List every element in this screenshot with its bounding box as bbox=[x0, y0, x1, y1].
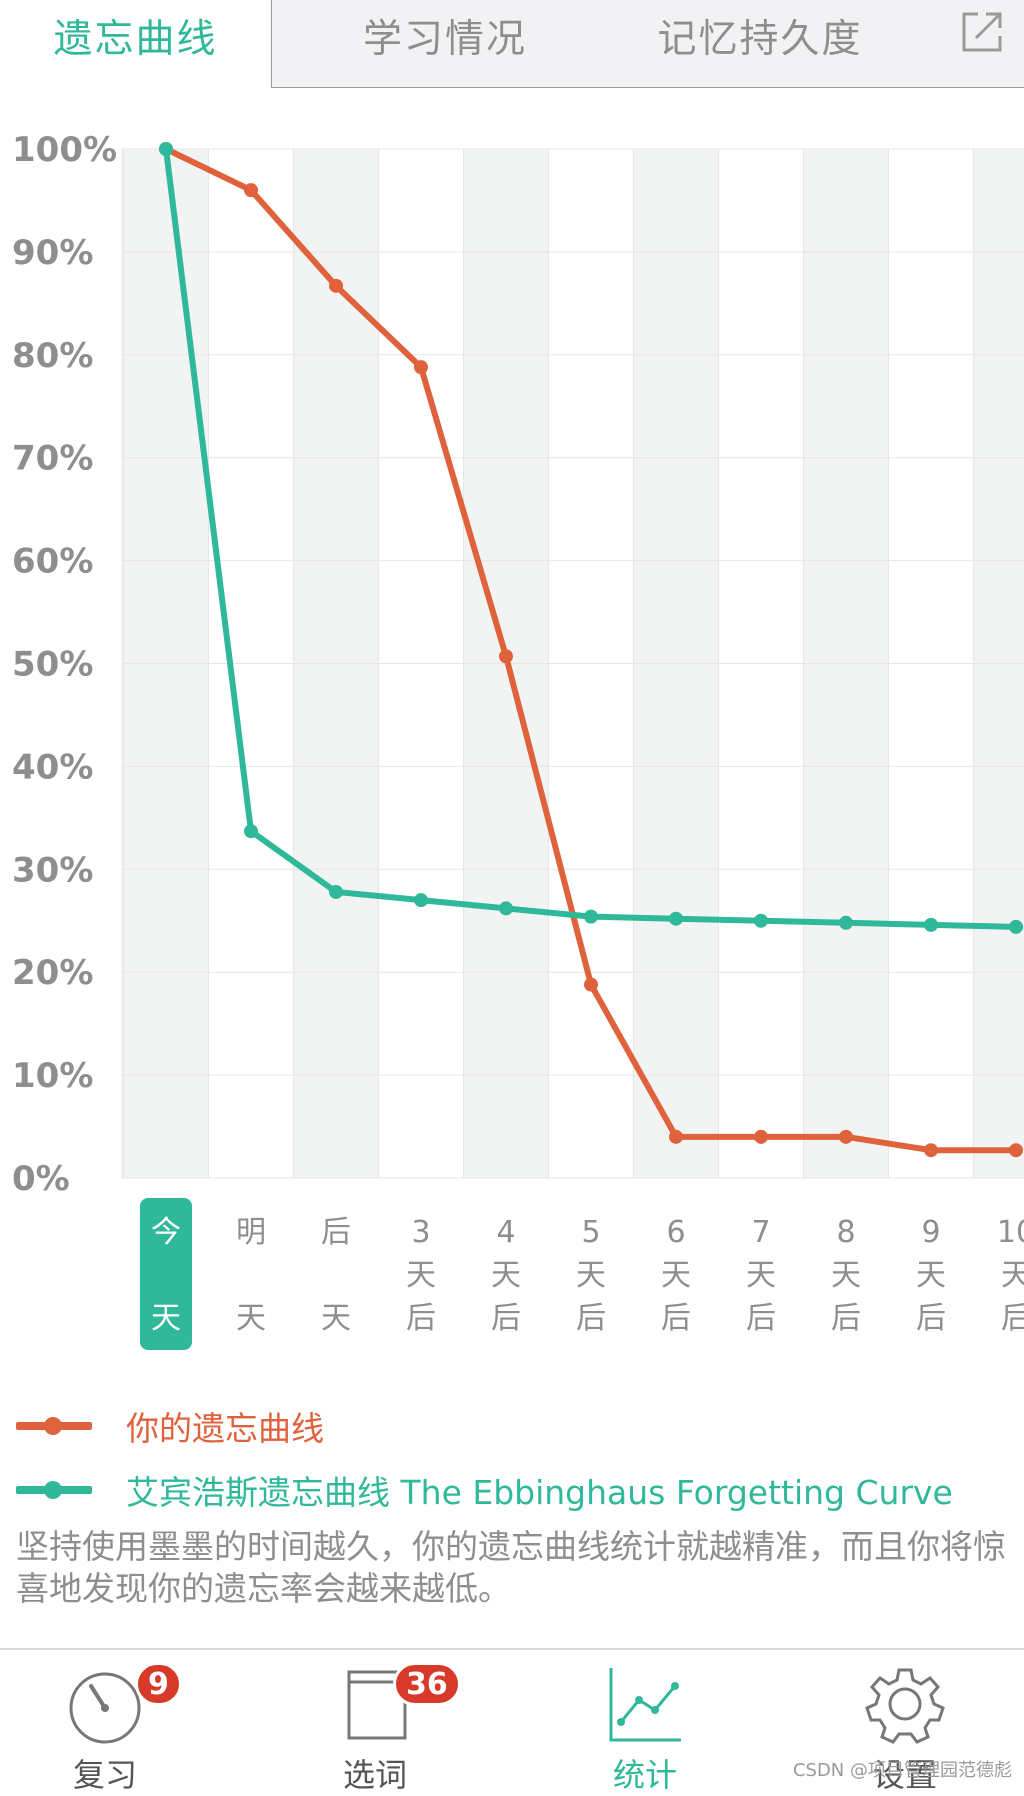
nav-label: 选词 bbox=[275, 1750, 475, 1796]
data-point bbox=[754, 1130, 768, 1144]
review-count-badge: 9 bbox=[135, 1662, 182, 1706]
y-tick-label: 60% bbox=[12, 542, 93, 582]
data-point bbox=[159, 142, 173, 156]
words-count-badge: 36 bbox=[393, 1662, 461, 1706]
data-point bbox=[414, 893, 428, 907]
data-point bbox=[414, 360, 428, 374]
forgetting-curve-chart: 0%10%20%30%40%50%60%70%80%90%100%今天明天后天3… bbox=[0, 110, 1024, 1370]
nav-select-words[interactable]: 36 选词 bbox=[275, 1650, 475, 1792]
gear-icon bbox=[865, 1664, 945, 1744]
data-point bbox=[499, 649, 513, 663]
legend-label: 艾宾浩斯遗忘曲线 The Ebbinghaus Forgetting Curve bbox=[126, 1466, 953, 1514]
x-tick-label: 10天后 bbox=[997, 1215, 1024, 1336]
data-point bbox=[244, 183, 258, 197]
data-point bbox=[499, 901, 513, 915]
y-tick-label: 10% bbox=[12, 1056, 93, 1096]
watermark: CSDN @项目管理园范德彪 bbox=[793, 1756, 1012, 1782]
data-point bbox=[669, 912, 683, 926]
data-point bbox=[754, 914, 768, 928]
tab-study-status[interactable]: 学习情况 bbox=[300, 0, 590, 88]
chart-icon bbox=[605, 1664, 685, 1744]
nav-statistics[interactable]: 统计 bbox=[545, 1650, 745, 1792]
tab-memory-durability[interactable]: 记忆持久度 bbox=[610, 0, 910, 88]
data-point bbox=[839, 916, 853, 930]
tab-forgetting-curve[interactable]: 遗忘曲线 bbox=[0, 0, 271, 88]
data-point bbox=[669, 1130, 683, 1144]
legend-ebbinghaus-curve: 艾宾浩斯遗忘曲线 The Ebbinghaus Forgetting Curve bbox=[16, 1465, 953, 1515]
y-tick-label: 80% bbox=[12, 336, 93, 376]
data-point bbox=[1009, 1143, 1023, 1157]
legend-your-curve: 你的遗忘曲线 bbox=[16, 1401, 324, 1451]
data-point bbox=[584, 978, 598, 992]
nav-label: 复习 bbox=[5, 1750, 205, 1796]
data-point bbox=[1009, 920, 1023, 934]
share-icon[interactable] bbox=[958, 8, 1006, 56]
y-tick-label: 40% bbox=[12, 747, 93, 787]
data-point bbox=[839, 1130, 853, 1144]
nav-label: 统计 bbox=[545, 1750, 745, 1796]
data-point bbox=[584, 910, 598, 924]
tab-bar: 遗忘曲线 学习情况 记忆持久度 bbox=[0, 0, 1024, 90]
legend-label: 你的遗忘曲线 bbox=[126, 1402, 324, 1450]
x-tick-label: 明天 bbox=[236, 1215, 266, 1336]
data-point bbox=[329, 885, 343, 899]
y-tick-label: 50% bbox=[12, 645, 93, 685]
green-line-marker bbox=[16, 1486, 92, 1494]
y-tick-label: 70% bbox=[12, 439, 93, 479]
y-tick-label: 90% bbox=[12, 233, 93, 273]
x-tick-label: 后天 bbox=[321, 1215, 351, 1336]
data-point bbox=[244, 824, 258, 838]
nav-review[interactable]: 9 复习 bbox=[5, 1650, 205, 1792]
orange-line-marker bbox=[16, 1422, 92, 1430]
y-tick-label: 30% bbox=[12, 850, 93, 890]
y-tick-label: 0% bbox=[12, 1159, 70, 1199]
description-text: 坚持使用墨墨的时间越久，你的遗忘曲线统计就越精准，而且你将惊喜地发现你的遗忘率会… bbox=[16, 1526, 1006, 1610]
data-point bbox=[924, 918, 938, 932]
data-point bbox=[329, 279, 343, 293]
data-point bbox=[924, 1143, 938, 1157]
stopwatch-icon bbox=[65, 1664, 145, 1744]
y-tick-label: 100% bbox=[12, 130, 117, 170]
y-tick-label: 20% bbox=[12, 953, 93, 993]
